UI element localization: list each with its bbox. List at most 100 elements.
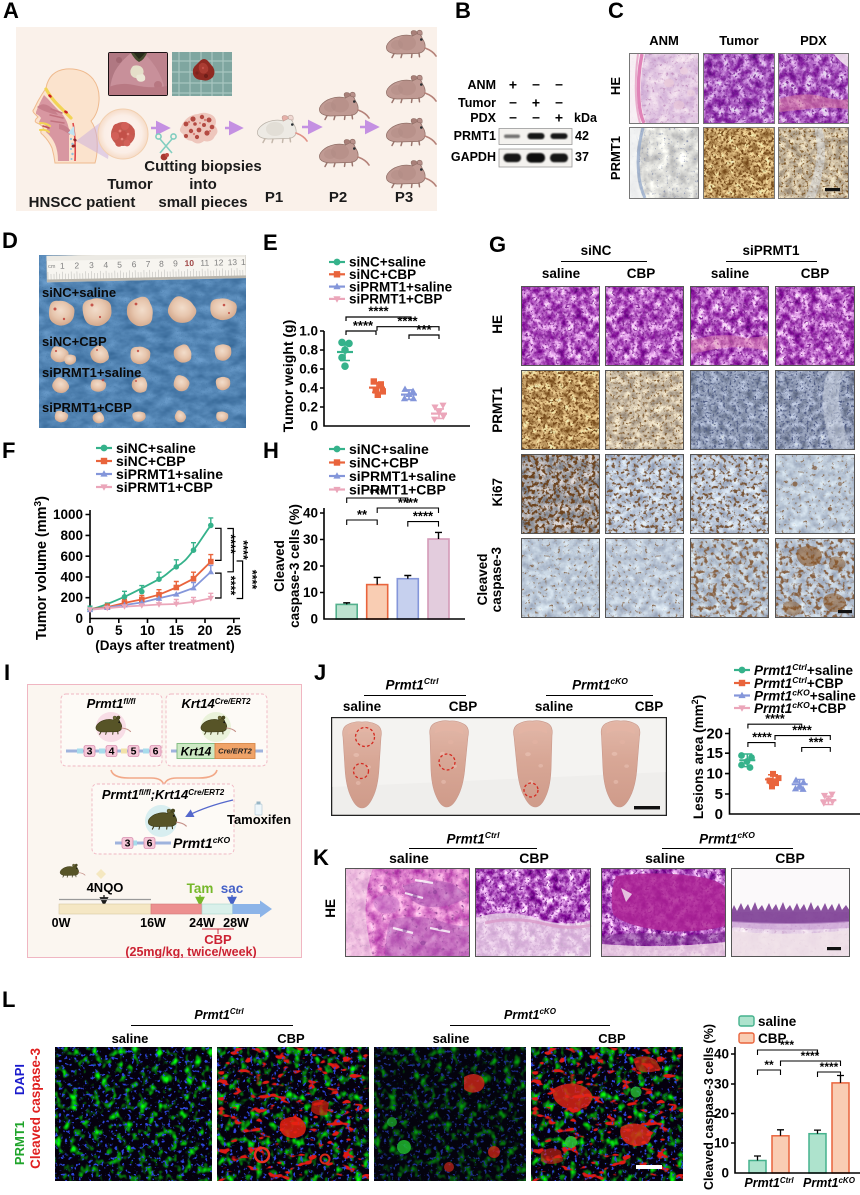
svg-text:13: 13 — [228, 257, 238, 267]
svg-text:Cleaved: Cleaved — [272, 540, 287, 592]
svg-text:****: **** — [224, 576, 238, 596]
svg-text:15: 15 — [706, 745, 723, 762]
svg-text:***: *** — [780, 1038, 794, 1052]
svg-text:3: 3 — [87, 746, 93, 758]
svg-text:saline: saline — [758, 1014, 797, 1029]
svg-text:(Days after treatment): (Days after treatment) — [95, 638, 235, 653]
svg-text:Cleaved caspase-3 cells (%): Cleaved caspase-3 cells (%) — [702, 1024, 716, 1190]
svg-text:ANM: ANM — [468, 78, 496, 92]
svg-text:400: 400 — [60, 570, 83, 585]
svg-text:40: 40 — [714, 1047, 729, 1062]
svg-text:P3: P3 — [395, 189, 413, 206]
svg-text:PRMT1: PRMT1 — [454, 129, 496, 143]
svg-text:siPRMT1+CBP: siPRMT1+CBP — [116, 479, 213, 495]
svg-text:800: 800 — [60, 528, 83, 543]
svg-text:11: 11 — [200, 258, 209, 268]
svg-text:siPRMT1+saline: siPRMT1+saline — [349, 468, 456, 484]
svg-text:0W: 0W — [52, 916, 71, 930]
svg-text:****: **** — [224, 534, 238, 554]
svg-text:***: *** — [809, 736, 824, 750]
svg-text:28W: 28W — [223, 916, 249, 930]
svg-text:siNC+CBP: siNC+CBP — [42, 334, 107, 349]
svg-text:P1: P1 — [265, 189, 283, 206]
svg-text:6: 6 — [147, 838, 153, 850]
svg-text:***: *** — [416, 322, 432, 337]
svg-text:sac: sac — [221, 881, 244, 896]
svg-text:HNSCC patient: HNSCC patient — [29, 194, 136, 211]
svg-text:caspase-3 cells (%): caspase-3 cells (%) — [287, 504, 302, 628]
svg-text:****: **** — [368, 304, 389, 319]
svg-text:37: 37 — [575, 150, 589, 164]
svg-text:siNC+saline: siNC+saline — [42, 285, 116, 300]
svg-text:GAPDH: GAPDH — [451, 150, 496, 164]
svg-text:CBP: CBP — [758, 1031, 787, 1046]
svg-text:****: **** — [765, 712, 785, 726]
svg-text:10: 10 — [706, 766, 723, 783]
svg-text:siPRMT1+saline: siPRMT1+saline — [349, 279, 453, 294]
svg-text:0: 0 — [715, 806, 723, 823]
svg-text:siPRMT1+saline: siPRMT1+saline — [42, 365, 141, 380]
svg-text:20: 20 — [303, 559, 318, 574]
svg-text:6: 6 — [153, 746, 159, 758]
svg-text:****: **** — [353, 318, 374, 333]
svg-text:Cre/ERT2: Cre/ERT2 — [218, 747, 252, 756]
svg-text:Tumor: Tumor — [107, 176, 153, 193]
svg-text:Prmt1cKO+CBP: Prmt1cKO+CBP — [754, 700, 846, 716]
svg-text:Cutting biopsies: Cutting biopsies — [144, 158, 262, 175]
svg-text:0: 0 — [310, 612, 318, 627]
svg-text:siPRMT1+CBP: siPRMT1+CBP — [42, 400, 132, 415]
svg-text:siNC+CBP: siNC+CBP — [349, 267, 416, 282]
svg-text:16W: 16W — [140, 916, 166, 930]
svg-text:****: **** — [398, 495, 419, 510]
svg-text:30: 30 — [714, 1077, 729, 1092]
svg-text:****: **** — [236, 540, 250, 560]
svg-text:**: ** — [357, 507, 368, 522]
svg-text:12: 12 — [214, 257, 224, 267]
svg-text:0: 0 — [86, 623, 94, 638]
svg-text:3: 3 — [125, 838, 131, 850]
svg-text:10: 10 — [714, 1136, 729, 1151]
svg-text:15: 15 — [169, 623, 185, 638]
svg-text:1000: 1000 — [53, 507, 83, 522]
svg-text:+: + — [555, 110, 563, 126]
svg-text:0: 0 — [310, 419, 318, 434]
svg-text:1: 1 — [241, 257, 246, 267]
svg-text:–: – — [509, 94, 517, 110]
svg-text:0.2: 0.2 — [299, 400, 318, 415]
svg-text:24W: 24W — [189, 916, 215, 930]
svg-text:Tamoxifen: Tamoxifen — [227, 812, 291, 827]
svg-text:–: – — [532, 109, 540, 125]
svg-text:Tumor: Tumor — [458, 96, 496, 110]
svg-text:Tumor volume (mm3): Tumor volume (mm3) — [33, 496, 51, 640]
svg-text:kDa: kDa — [574, 111, 598, 125]
svg-text:–: – — [532, 76, 540, 92]
svg-text:5: 5 — [115, 623, 123, 638]
svg-text:***: *** — [369, 485, 385, 500]
svg-text:****: **** — [820, 1060, 839, 1074]
svg-text:small pieces: small pieces — [158, 194, 247, 211]
svg-text:****: **** — [752, 731, 772, 745]
svg-text:4NQO: 4NQO — [87, 880, 124, 895]
svg-text:40: 40 — [303, 506, 318, 521]
svg-text:****: **** — [792, 724, 812, 738]
svg-text:8: 8 — [159, 259, 164, 269]
svg-text:3: 3 — [89, 260, 94, 270]
svg-text:20: 20 — [714, 1106, 729, 1121]
svg-text:Prmt1cKO: Prmt1cKO — [803, 1176, 856, 1191]
svg-text:7: 7 — [146, 259, 151, 269]
svg-text:–: – — [555, 94, 563, 110]
svg-text:1.0: 1.0 — [299, 324, 318, 339]
svg-text:Tam: Tam — [187, 881, 214, 896]
svg-text:Lesions area (mm2): Lesions area (mm2) — [690, 695, 706, 819]
svg-text:10: 10 — [184, 258, 194, 268]
svg-text:0.8: 0.8 — [299, 343, 318, 358]
svg-text:10: 10 — [303, 585, 318, 600]
svg-text:****: **** — [801, 1049, 820, 1063]
svg-text:Tumor weight (g): Tumor weight (g) — [280, 320, 296, 433]
svg-text:10: 10 — [140, 623, 155, 638]
svg-text:1: 1 — [60, 261, 65, 271]
svg-text:9: 9 — [173, 258, 178, 268]
svg-text:20: 20 — [706, 726, 723, 743]
svg-text:0: 0 — [721, 1166, 729, 1181]
svg-text:30: 30 — [303, 532, 318, 547]
